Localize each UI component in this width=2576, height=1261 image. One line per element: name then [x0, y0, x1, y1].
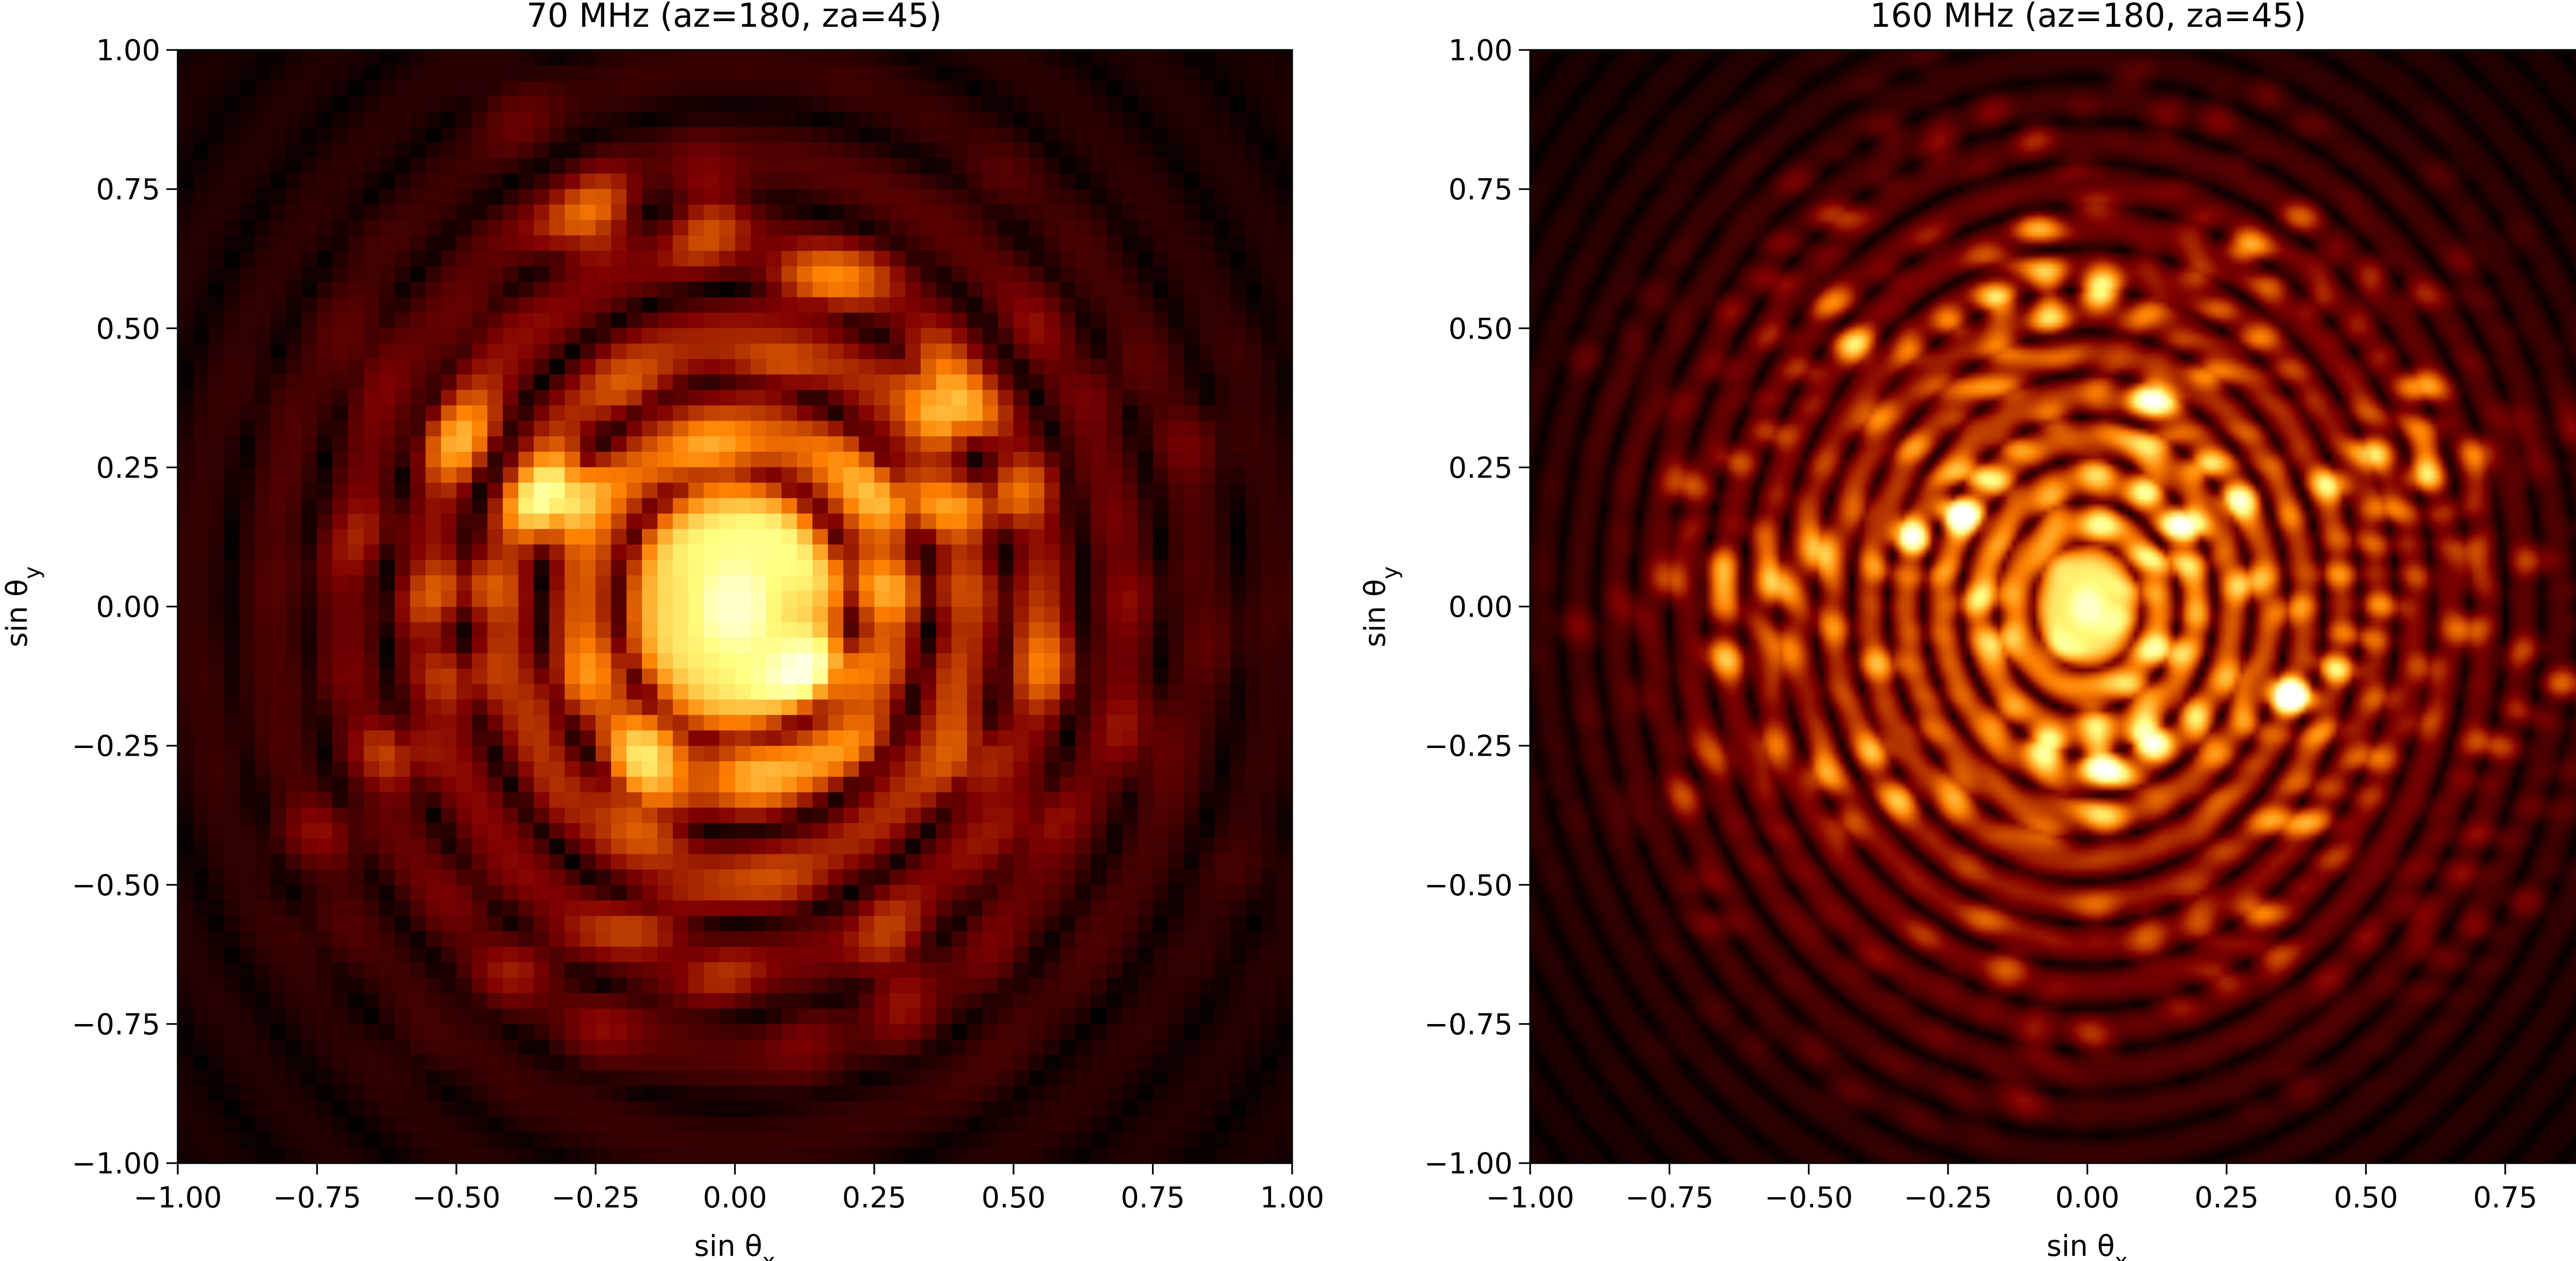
x-axis-label: sin θx: [694, 1230, 775, 1261]
x-tick-label: 1.00: [1260, 1181, 1325, 1215]
y-tick-label: −0.50: [1424, 869, 1513, 902]
y-tick-label: 1.00: [1448, 34, 1513, 67]
y-tick-label: 0.75: [1448, 173, 1513, 207]
panel-title: 70 MHz (az=180, za=45): [527, 0, 942, 35]
x-tick-label: −0.50: [1765, 1181, 1853, 1215]
x-tick-label: −1.00: [133, 1181, 222, 1215]
heatmap-image: [1530, 50, 2576, 1163]
x-tick-label: −1.00: [1486, 1181, 1574, 1215]
x-tick-label: 0.50: [2334, 1181, 2398, 1215]
y-axis-label: sin θy: [1359, 566, 1403, 647]
x-tick-label: −0.75: [273, 1181, 362, 1215]
x-tick-label: 0.75: [1121, 1181, 1185, 1215]
y-tick-label: −0.75: [1424, 1008, 1513, 1042]
y-tick-label: 0.50: [96, 312, 160, 346]
y-tick-label: −0.50: [72, 869, 160, 902]
x-tick-label: −0.25: [551, 1181, 640, 1215]
x-axis-label: sin θx: [2046, 1230, 2127, 1261]
x-tick-label: 0.00: [703, 1181, 767, 1215]
x-tick-label: −0.75: [1625, 1181, 1714, 1215]
y-tick-label: −0.75: [72, 1008, 160, 1042]
y-tick-label: 0.50: [1448, 312, 1513, 346]
x-tick-label: 0.25: [2195, 1181, 2259, 1215]
heatmap-image-frame: [1530, 50, 2576, 1163]
x-axis: −1.00−0.75−0.50−0.250.000.250.500.751.00: [1486, 1163, 2537, 1215]
y-tick-label: 0.00: [96, 591, 160, 624]
y-tick-label: −1.00: [72, 1147, 160, 1181]
y-tick-label: −1.00: [1424, 1147, 1513, 1181]
x-tick-label: 0.25: [842, 1181, 907, 1215]
panel-70mhz: 70 MHz (az=180, za=45) −1.00 −0.75 −0.50 −0…: [1, 0, 1324, 1261]
y-tick-label: 0.25: [96, 451, 160, 485]
y-tick-label: 0.75: [96, 173, 160, 207]
heatmap-image: [178, 50, 1292, 1163]
x-tick-label: −0.50: [412, 1181, 501, 1215]
x-tick-label: 0.75: [2473, 1181, 2537, 1215]
y-axis-label: sin θy: [1, 566, 45, 647]
panel-160mhz: 160 MHz (az=180, za=45) −1.00 −0.75 −0.50 −…: [1359, 0, 2576, 1261]
y-tick-label: 0.25: [1448, 451, 1513, 485]
x-tick-label: 0.50: [981, 1181, 1046, 1215]
y-tick-label: 1.00: [96, 34, 160, 67]
x-tick-label: −0.25: [1904, 1181, 1992, 1215]
x-axis: −1.00 −0.75 −0.50 −0.25 0.00 0.25 0.50 0.75 1.00: [133, 1163, 1324, 1215]
y-axis: 1.00 0.75 0.50 0.25 0.00 −0.25 −0.50 −0.75 −1.00: [72, 34, 178, 1181]
y-axis: 1.00 0.75 0.50 0.25 0.00 −0.25 −0.50 −0.75 −1.00: [1424, 34, 1530, 1181]
heatmap-image-frame: [178, 50, 1292, 1163]
panel-title: 160 MHz (az=180, za=45): [1870, 0, 2307, 35]
y-tick-label: −0.25: [72, 730, 160, 763]
x-tick-label: 0.00: [2055, 1181, 2120, 1215]
y-tick-label: −0.25: [1424, 730, 1513, 763]
y-tick-label: 0.00: [1448, 591, 1513, 624]
